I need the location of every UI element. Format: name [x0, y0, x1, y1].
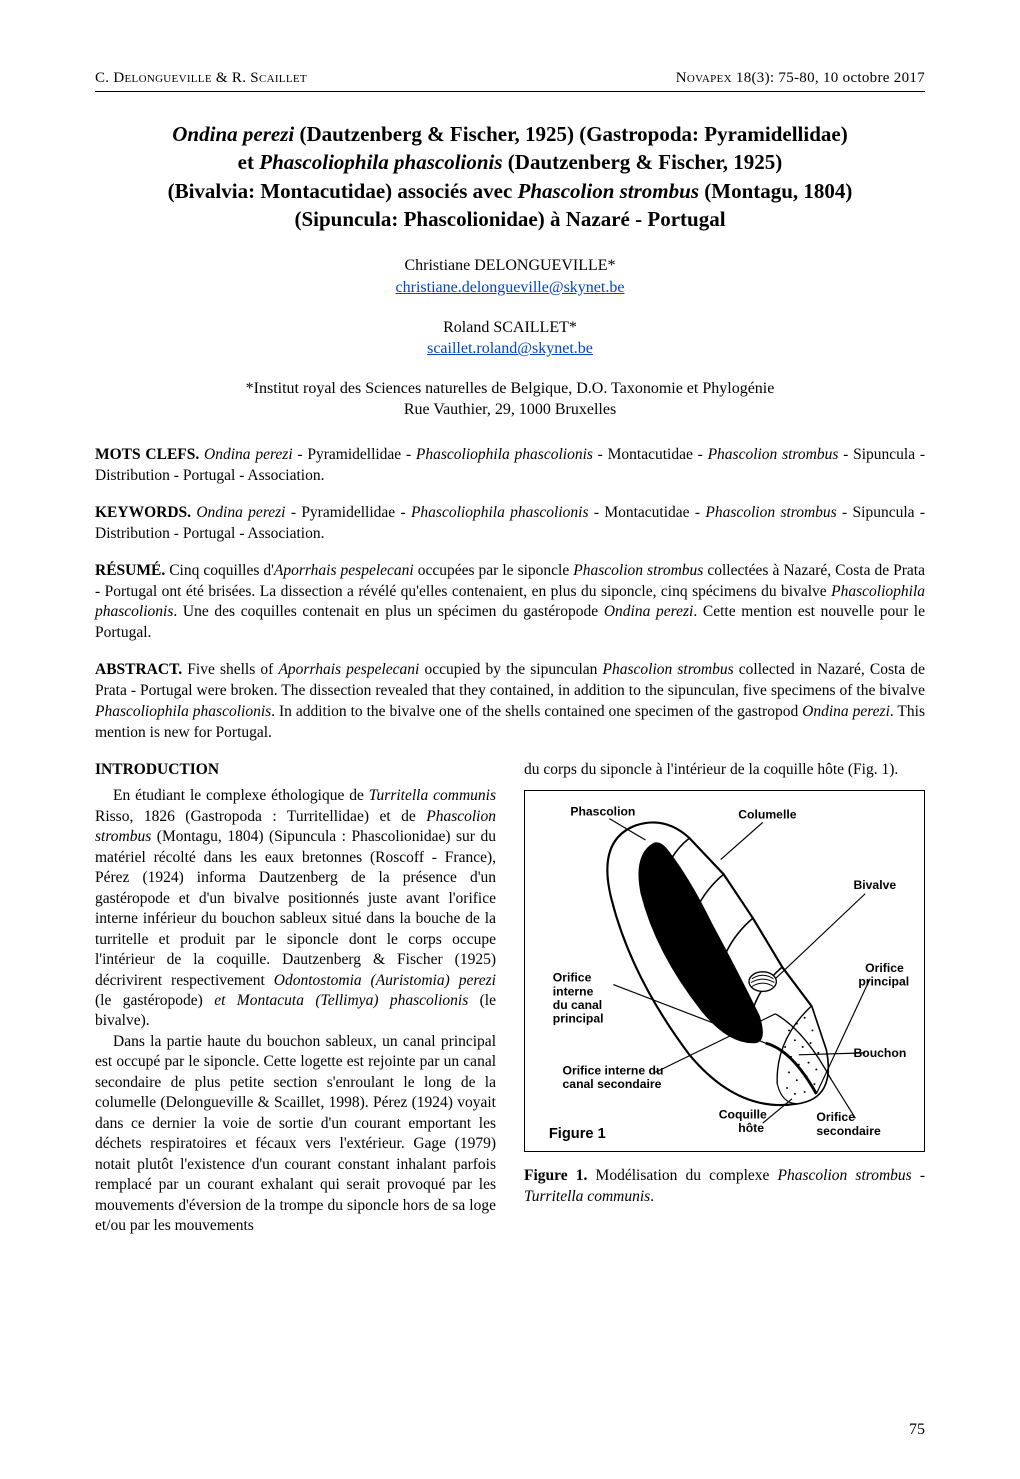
affiliation-line-1: *Institut royal des Sciences naturelles … — [95, 378, 925, 400]
author-1-block: Christiane DELONGUEVILLE* christiane.del… — [95, 255, 925, 298]
label-columelle: Columelle — [738, 808, 796, 822]
label-orifice-interne-2: interne — [553, 985, 594, 999]
keywords: KEYWORDS. Ondina perezi - Pyramidellidae… — [95, 503, 925, 545]
author-2-email[interactable]: scaillet.roland@skynet.be — [427, 340, 593, 357]
label-coquille-2: hôte — [738, 1121, 764, 1135]
title-line-4: (Sipuncula: Phascolionidae) à Nazaré - P… — [95, 205, 925, 233]
label-orifice-principal-1: Orifice — [865, 961, 904, 975]
label-orifice-interne-3: du canal — [553, 998, 602, 1012]
mots-clefs: MOTS CLEFS. Ondina perezi - Pyramidellid… — [95, 445, 925, 487]
label-orifice-int-sec-2: canal secondaire — [563, 1077, 662, 1091]
figure-number-inbox: Figure 1 — [549, 1126, 606, 1142]
abstract: ABSTRACT. Five shells of Aporrhais pespe… — [95, 660, 925, 744]
column-left: INTRODUCTION En étudiant le complexe éth… — [95, 760, 496, 1236]
author-2-block: Roland SCAILLET* scaillet.roland@skynet.… — [95, 317, 925, 360]
label-phascolion: Phascolion — [570, 805, 635, 819]
figure-1-diagram: Phascolion Columelle Bivalve Orifice pri… — [543, 801, 914, 1143]
column-right: du corps du siponcle à l'intérieur de la… — [524, 760, 925, 1236]
intro-para-1: En étudiant le complexe éthologique de T… — [95, 786, 496, 1031]
title-line-3: (Bivalvia: Montacutidae) associés avec P… — [95, 177, 925, 205]
intro-para-2: Dans la partie haute du bouchon sableux,… — [95, 1032, 496, 1237]
resume: RÉSUMÉ. Cinq coquilles d'Aporrhais pespe… — [95, 561, 925, 645]
label-orifice-int-sec-1: Orifice interne du — [563, 1064, 664, 1078]
author-2-name: Roland SCAILLET* — [95, 317, 925, 339]
title-line-2: et Phascoliophila phascolionis (Dautzenb… — [95, 148, 925, 176]
label-orifice-sec-1: Orifice — [816, 1111, 855, 1125]
author-1-email[interactable]: christiane.delongueville@skynet.be — [396, 279, 625, 296]
author-1-name: Christiane DELONGUEVILLE* — [95, 255, 925, 277]
article-title: Ondina perezi (Dautzenberg & Fischer, 19… — [95, 120, 925, 233]
affiliation-line-2: Rue Vauthier, 29, 1000 Bruxelles — [95, 399, 925, 421]
header-authors: C. Delongueville & R. Scaillet — [95, 70, 307, 87]
body-columns: INTRODUCTION En étudiant le complexe éth… — [95, 760, 925, 1236]
figure-1-box: Phascolion Columelle Bivalve Orifice pri… — [524, 790, 925, 1152]
label-orifice-interne-4: principal — [553, 1012, 604, 1026]
label-bivalve: Bivalve — [853, 878, 896, 892]
title-line-1: Ondina perezi (Dautzenberg & Fischer, 19… — [95, 120, 925, 148]
running-header: C. Delongueville & R. Scaillet Novapex 1… — [95, 70, 925, 87]
intro-para-2-cont: du corps du siponcle à l'intérieur de la… — [524, 760, 925, 780]
label-orifice-principal-2: principal — [858, 975, 909, 989]
page-number: 75 — [909, 1421, 925, 1439]
header-journal-ref: Novapex 18(3): 75-80, 10 octobre 2017 — [676, 70, 925, 87]
header-rule — [95, 91, 925, 92]
label-coquille-1: Coquille — [719, 1108, 767, 1122]
affiliation: *Institut royal des Sciences naturelles … — [95, 378, 925, 421]
intro-heading: INTRODUCTION — [95, 760, 496, 780]
label-orifice-interne-1: Orifice — [553, 971, 592, 985]
label-orifice-sec-2: secondaire — [816, 1124, 881, 1138]
label-bouchon: Bouchon — [853, 1046, 906, 1060]
figure-1-caption: Figure 1. Modélisation du complexe Phasc… — [524, 1166, 925, 1207]
